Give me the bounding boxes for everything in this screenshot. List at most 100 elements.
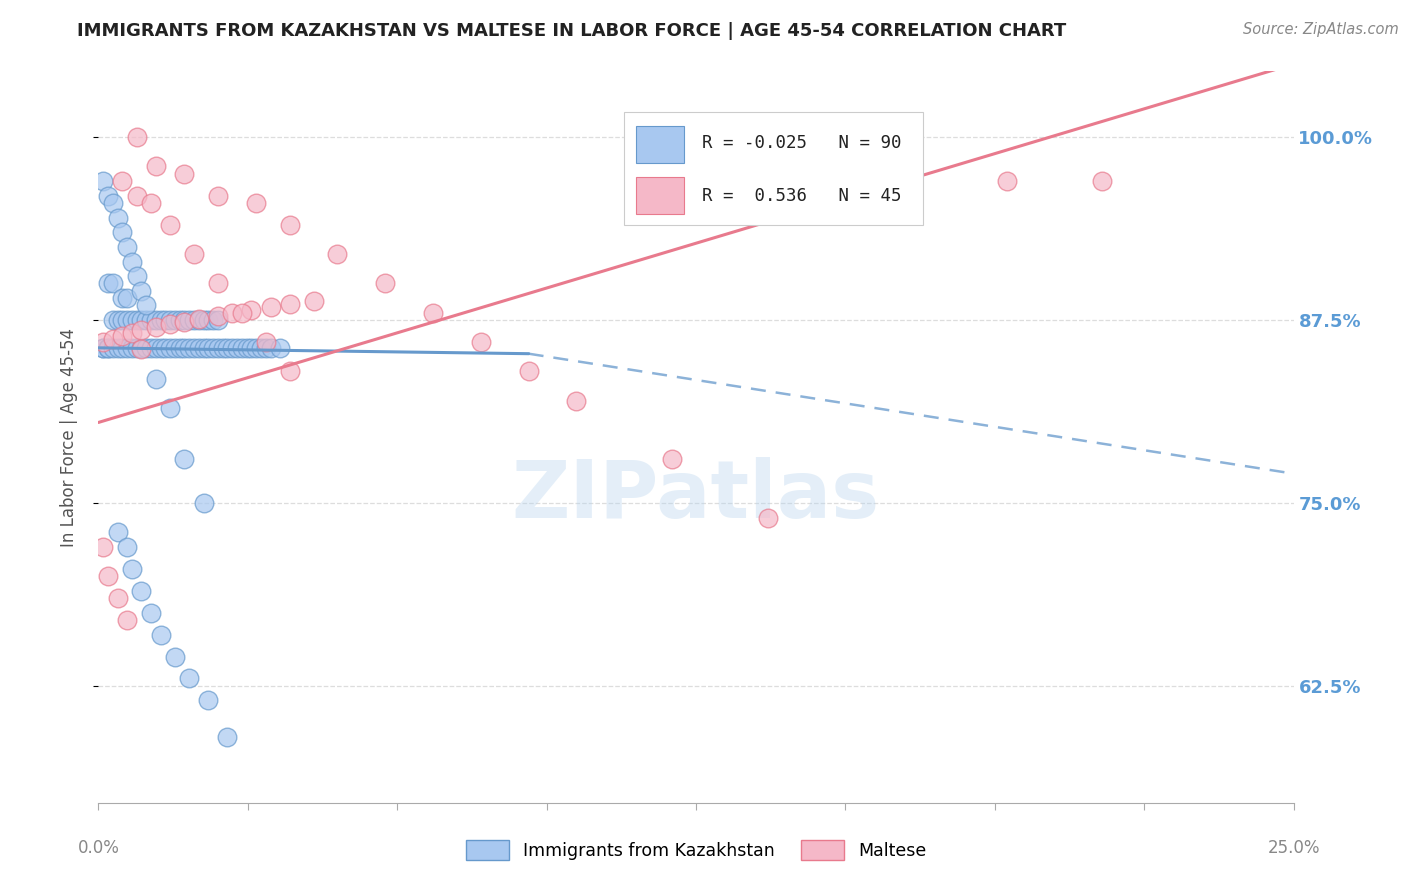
Point: [121, 313, 143, 327]
Point: [91, 334, 114, 349]
Point: [121, 341, 143, 355]
Point: [470, 334, 492, 349]
Point: [187, 313, 209, 327]
Point: [163, 649, 186, 664]
Point: [193, 313, 215, 327]
Point: [145, 160, 167, 174]
Point: [139, 341, 162, 355]
FancyBboxPatch shape: [637, 178, 685, 214]
Point: [91, 341, 114, 355]
Point: [101, 277, 124, 291]
Point: [179, 341, 201, 355]
Legend: Immigrants from Kazakhstan, Maltese: Immigrants from Kazakhstan, Maltese: [465, 840, 927, 860]
Point: [125, 188, 148, 202]
Point: [187, 341, 209, 355]
Point: [159, 401, 181, 415]
Point: [111, 291, 134, 305]
Point: [115, 313, 138, 327]
Point: [155, 313, 177, 327]
Point: [183, 341, 205, 355]
Point: [207, 309, 229, 323]
Point: [278, 218, 301, 232]
Point: [221, 306, 243, 320]
Point: [101, 313, 124, 327]
Point: [131, 313, 153, 327]
Point: [173, 314, 195, 328]
Point: [135, 298, 157, 312]
Point: [187, 311, 209, 326]
Point: [235, 341, 257, 355]
Point: [91, 341, 114, 355]
Point: [163, 341, 186, 355]
Point: [121, 254, 143, 268]
Point: [217, 341, 239, 355]
Y-axis label: In Labor Force | Age 45-54: In Labor Force | Age 45-54: [59, 327, 77, 547]
Point: [121, 326, 143, 341]
Point: [169, 341, 191, 355]
Point: [163, 313, 186, 327]
Point: [179, 313, 201, 327]
Point: [254, 341, 277, 355]
Point: [115, 540, 138, 554]
Point: [197, 341, 219, 355]
Point: [107, 211, 129, 225]
Point: [269, 341, 291, 355]
Point: [125, 130, 148, 145]
FancyBboxPatch shape: [624, 112, 922, 225]
Point: [173, 167, 195, 181]
Point: [111, 174, 134, 188]
Text: R =  0.536   N = 45: R = 0.536 N = 45: [702, 186, 901, 204]
Point: [374, 277, 396, 291]
Point: [131, 284, 153, 298]
Point: [125, 313, 148, 327]
Point: [326, 247, 349, 261]
Point: [111, 329, 134, 343]
Point: [125, 341, 148, 355]
Point: [250, 341, 273, 355]
Point: [145, 320, 167, 334]
Point: [115, 341, 138, 355]
Point: [197, 693, 219, 707]
Text: Source: ZipAtlas.com: Source: ZipAtlas.com: [1243, 22, 1399, 37]
Point: [245, 341, 267, 355]
Point: [131, 583, 153, 598]
Point: [115, 613, 138, 627]
Point: [97, 188, 120, 202]
Point: [145, 313, 167, 327]
Point: [107, 341, 129, 355]
Point: [231, 341, 253, 355]
Point: [240, 302, 263, 317]
Point: [131, 323, 153, 337]
Text: 25.0%: 25.0%: [1267, 839, 1320, 857]
Point: [149, 627, 172, 641]
Point: [173, 452, 195, 467]
Point: [145, 341, 167, 355]
Point: [221, 341, 243, 355]
Point: [207, 277, 229, 291]
Point: [197, 313, 219, 327]
Point: [169, 313, 191, 327]
Point: [240, 341, 263, 355]
Point: [107, 313, 129, 327]
Point: [231, 306, 253, 320]
Point: [97, 569, 120, 583]
Point: [173, 341, 195, 355]
Point: [101, 196, 124, 211]
Point: [159, 218, 181, 232]
Point: [121, 562, 143, 576]
Point: [661, 452, 683, 467]
Point: [115, 291, 138, 305]
Text: 0.0%: 0.0%: [77, 839, 120, 857]
FancyBboxPatch shape: [637, 126, 685, 163]
Point: [97, 341, 120, 355]
Point: [101, 341, 124, 355]
Point: [111, 313, 134, 327]
Point: [565, 393, 588, 408]
Point: [202, 313, 225, 327]
Point: [115, 240, 138, 254]
Point: [97, 341, 120, 355]
Point: [193, 341, 215, 355]
Point: [97, 277, 120, 291]
Point: [207, 188, 229, 202]
Point: [149, 313, 172, 327]
